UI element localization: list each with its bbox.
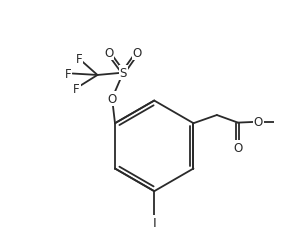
Text: F: F: [73, 82, 80, 95]
Text: O: O: [233, 142, 242, 155]
Text: I: I: [152, 216, 156, 229]
Text: O: O: [107, 92, 117, 105]
Text: F: F: [65, 68, 71, 81]
Text: O: O: [132, 47, 142, 60]
Text: O: O: [104, 47, 113, 60]
Text: S: S: [120, 67, 127, 80]
Text: O: O: [254, 116, 263, 129]
Text: F: F: [76, 53, 83, 66]
